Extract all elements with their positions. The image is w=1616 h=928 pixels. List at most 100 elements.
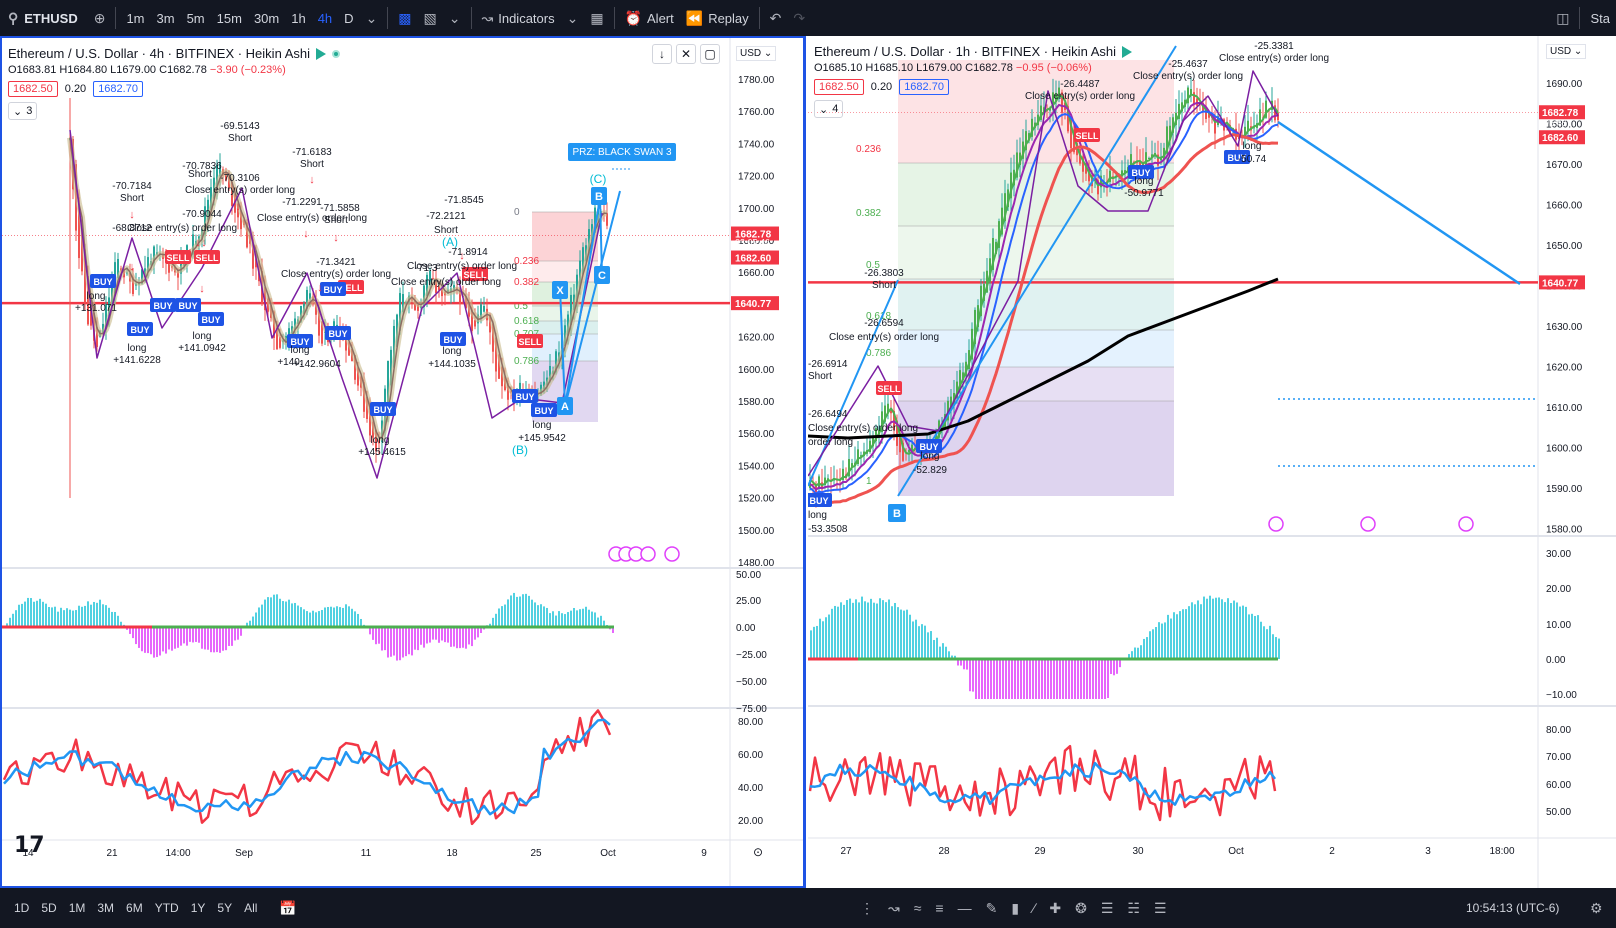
price-tick-label: 1480.00 (738, 558, 775, 569)
histogram-bar-positive (1155, 627, 1157, 659)
replay-button[interactable]: ⏪ Replay (680, 0, 755, 36)
candle-body (1052, 92, 1054, 110)
rsi-tick-label: 80.00 (738, 717, 763, 728)
maximize-icon[interactable]: ▢ (700, 44, 720, 64)
histogram-bar-negative (381, 627, 383, 651)
templates-button[interactable]: ▦ (584, 0, 609, 36)
range-1m[interactable]: 1M (68, 901, 86, 915)
currency-selector[interactable]: USD ⌄ (736, 46, 777, 61)
timeframe-D[interactable]: D (344, 10, 354, 26)
histogram-bar-positive (66, 608, 68, 627)
timeframe-5m[interactable]: 5m (186, 10, 205, 26)
chart-canvas-left[interactable]: 1780.001760.001740.001720.001700.001680.… (2, 38, 806, 888)
channel-icon[interactable]: ☰ (1100, 899, 1114, 916)
sell-price-button[interactable]: 1682.50 (814, 79, 864, 95)
candle-body (210, 187, 212, 211)
lines-icon[interactable]: ≡ (935, 899, 944, 916)
undo-button[interactable]: ↶ (764, 0, 788, 36)
range-all[interactable]: All (244, 901, 258, 915)
currency-label: USD (740, 48, 762, 59)
indicators-dropdown[interactable]: ⌄ (561, 0, 585, 36)
chart-pane-right[interactable]: Ethereum / U.S. Dollar · 1h · BITFINEX ·… (808, 36, 1616, 888)
ray-icon[interactable]: ∕ (1033, 899, 1036, 916)
time-tick-label: 29 (1034, 846, 1046, 857)
ma-blue (809, 110, 1279, 495)
timeframe-30m[interactable]: 30m (253, 10, 280, 26)
horizontal-line-icon[interactable]: — (957, 899, 972, 916)
fib-icon[interactable]: ☵ (1127, 899, 1140, 916)
date-range-icon[interactable]: 📅 (279, 899, 297, 916)
candle-body (432, 278, 434, 280)
range-ytd[interactable]: YTD (154, 901, 179, 915)
menu-icon[interactable]: ☰ (1153, 899, 1167, 916)
range-1y[interactable]: 1Y (190, 901, 206, 915)
abc-icon[interactable]: ≈ (913, 899, 922, 916)
histogram-bar-positive (1146, 637, 1148, 659)
buy-price-button[interactable]: 1682.70 (899, 79, 949, 95)
histogram-bar-positive (900, 609, 902, 659)
ma-red (809, 133, 1279, 508)
price-tick-label: 1500.00 (738, 526, 775, 537)
candle-body (1178, 103, 1180, 119)
gear-icon[interactable]: ⚙ (1590, 899, 1603, 916)
histogram-bar-positive (954, 655, 956, 659)
buy-price-button[interactable]: 1682.70 (93, 81, 143, 97)
collapse-icon[interactable]: ✕ (676, 44, 696, 64)
symbol-search[interactable]: ⚲ ETHUSD (0, 0, 88, 36)
chart-pane-left[interactable]: Ethereum / U.S. Dollar · 4h · BITFINEX ·… (0, 36, 806, 888)
histogram-bar-positive (1251, 613, 1253, 659)
compare-button[interactable]: ⊕ (88, 0, 112, 36)
range-1d[interactable]: 1D (14, 901, 30, 915)
histogram-bar-negative (477, 627, 479, 638)
chart-type-button[interactable]: ▧ (418, 0, 443, 36)
timeframe-group: 1m 3m 5m 15m 30m 1h 4h D (120, 0, 359, 36)
histogram-bar-positive (1176, 614, 1178, 659)
chart-canvas-right[interactable]: 1690.00 1680.00 1670.00 1660.00 1650.00 1640.… (808, 36, 1616, 888)
range-5d[interactable]: 5D (41, 901, 57, 915)
range-6m[interactable]: 6M (126, 901, 143, 915)
timeframe-3m[interactable]: 3m (156, 10, 175, 26)
pattern-icon[interactable]: ✚ (1049, 899, 1062, 916)
histogram-bar-negative (1110, 659, 1112, 675)
timeframe-4h[interactable]: 4h (317, 10, 333, 26)
histogram-bar-positive (315, 612, 317, 627)
arrow-down-icon[interactable]: ↓ (652, 44, 672, 64)
histogram-bar-positive (261, 604, 263, 627)
timeframe-1h[interactable]: 1h (291, 10, 306, 26)
histogram-bar-negative (168, 627, 170, 650)
layout-button[interactable]: ◫ (1550, 0, 1575, 36)
timeframe-dropdown[interactable]: ⌄ (360, 0, 384, 36)
sell-price-button[interactable]: 1682.50 (8, 81, 58, 97)
dots-icon[interactable]: ⋮ (860, 899, 874, 916)
strategy-annotation: -71.6183 (292, 147, 332, 158)
indicators-collapse-button[interactable]: ⌄ 3 (8, 102, 38, 120)
candle-body (345, 334, 347, 351)
chart-type-dropdown[interactable]: ⌄ (443, 0, 467, 36)
ohlc-values: O1683.81 H1684.80 L1679.00 C1682.78 −3.9… (8, 64, 340, 76)
start-button[interactable]: Sta (1584, 0, 1616, 36)
time-tick-label: 9 (701, 848, 707, 859)
trend-icon[interactable]: ↝ (888, 899, 900, 916)
bars-icon[interactable]: ▮ (1011, 899, 1020, 916)
histogram-bar-positive (819, 618, 821, 659)
candle-body (1073, 133, 1075, 153)
indicators-button[interactable]: ↝ Indicators (476, 0, 561, 36)
price-tick-label: 1620.00 (738, 333, 775, 344)
wave-label: (A) (442, 235, 458, 249)
timeframe-1m[interactable]: 1m (126, 10, 145, 26)
currency-selector[interactable]: USD ⌄ (1546, 44, 1587, 59)
pen-icon[interactable]: ✎ (985, 899, 998, 916)
bar-style-button[interactable]: ▩ (392, 0, 417, 36)
pattern-point-label: X (556, 285, 564, 297)
range-5y[interactable]: 5Y (217, 901, 233, 915)
histogram-bar-positive (876, 603, 878, 659)
indicators-collapse-button[interactable]: ⌄ 4 (814, 100, 844, 118)
alert-button[interactable]: ⏰ Alert (619, 0, 680, 36)
histogram-bar-positive (45, 603, 47, 627)
candle-body (1259, 109, 1261, 126)
timeframe-15m[interactable]: 15m (216, 10, 242, 26)
redo-button[interactable]: ↷ (787, 0, 811, 36)
candle-body (1022, 141, 1024, 159)
spiral-icon[interactable]: ❂ (1075, 899, 1087, 916)
range-3m[interactable]: 3M (97, 901, 115, 915)
